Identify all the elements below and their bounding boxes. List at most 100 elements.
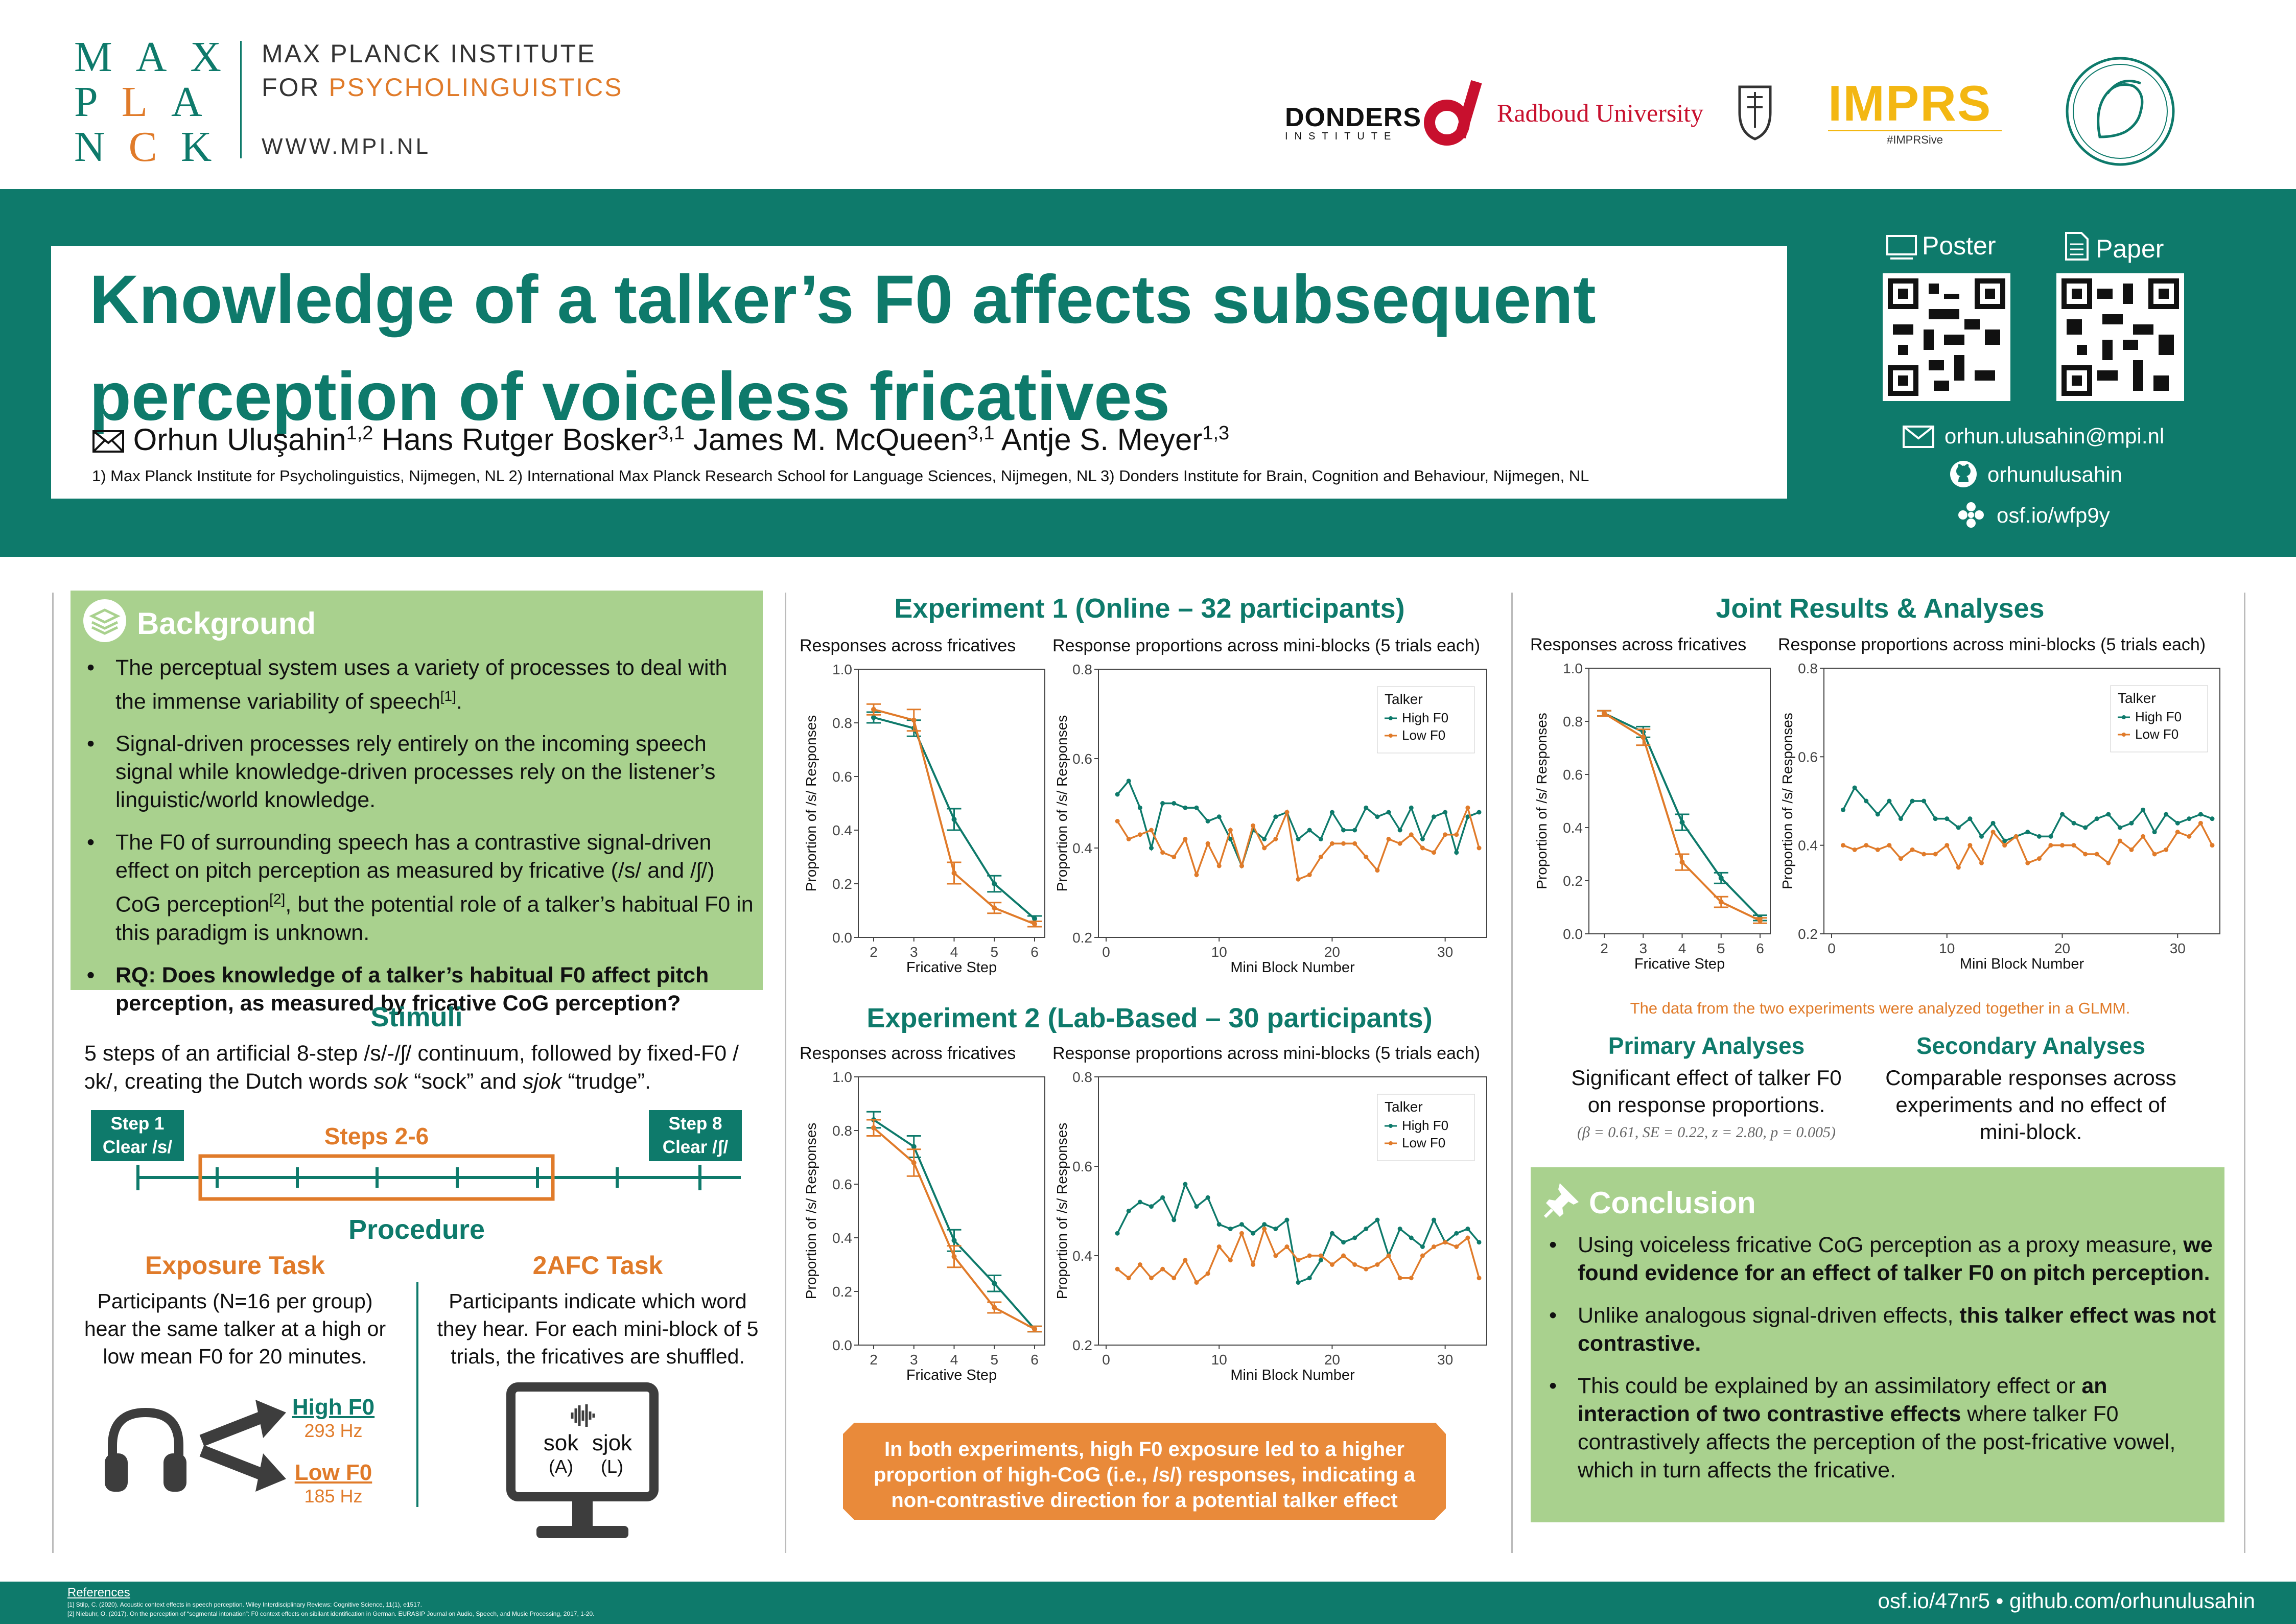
data-point <box>1420 845 1425 851</box>
data-point <box>1477 810 1482 815</box>
x-tick-label: 6 <box>1030 944 1039 960</box>
data-point <box>1183 1182 1188 1187</box>
data-point <box>1352 1262 1357 1267</box>
paper-icon <box>2065 232 2089 261</box>
data-point <box>1364 805 1369 810</box>
data-point <box>1251 1262 1256 1267</box>
data-point <box>2187 834 2192 839</box>
data-point <box>1420 1253 1425 1258</box>
poster-label: Poster <box>1922 231 1996 260</box>
data-point <box>1115 792 1120 797</box>
data-point <box>1352 841 1357 846</box>
data-point <box>1216 863 1222 868</box>
data-point <box>1443 832 1448 837</box>
data-point <box>1375 814 1380 819</box>
x-tick-label: 20 <box>2054 940 2070 956</box>
option-sok: sok (A) <box>543 1430 579 1477</box>
data-point <box>1397 1276 1402 1281</box>
osf-icon <box>1958 502 1984 528</box>
data-point <box>2129 820 2134 826</box>
data-point <box>1251 1231 1256 1236</box>
data-point <box>1477 1240 1482 1245</box>
github-link[interactable]: orhunulusahin <box>1987 462 2122 486</box>
data-point <box>1898 816 1903 821</box>
data-point <box>2036 834 2042 839</box>
data-point <box>2129 847 2134 852</box>
joint-miniblock-chart: Response proportions across mini-blocks … <box>1778 635 2220 972</box>
donders-logo: DONDERS INSTITUTE <box>1285 103 1422 142</box>
data-point <box>1875 812 1880 817</box>
legend-label: Low F0 <box>1402 1135 1445 1150</box>
data-point <box>1922 852 1927 857</box>
data-point <box>1284 1244 1290 1249</box>
data-point <box>1115 1266 1120 1272</box>
data-point <box>1194 805 1199 810</box>
chart-title: Responses across fricatives <box>800 1044 1016 1063</box>
legend-title: Talker <box>1385 691 1423 707</box>
author: Orhun Uluşahin <box>133 422 346 457</box>
data-point <box>1409 1276 1414 1281</box>
legend-box <box>1377 686 1475 754</box>
primary-heading: Primary Analyses <box>1608 1032 1805 1059</box>
x-tick-label: 3 <box>1639 940 1647 956</box>
institute-url[interactable]: WWW.MPI.NL <box>262 134 431 159</box>
data-point <box>2083 852 2088 857</box>
data-point <box>1296 1258 1301 1263</box>
x-tick-label: 10 <box>1939 940 1955 956</box>
data-point <box>1307 1276 1312 1281</box>
footer-links[interactable]: osf.io/47nr5 • github.com/orhunulusahin <box>1878 1589 2255 1613</box>
data-point <box>2175 830 2180 835</box>
y-tick-label: 0.8 <box>832 715 852 731</box>
paper-qr-code[interactable] <box>2056 273 2184 401</box>
list-item: The perceptual system uses a variety of … <box>81 654 755 716</box>
y-tick-label: 0.4 <box>1798 838 1818 854</box>
legend-label: High F0 <box>1402 1118 1448 1133</box>
continuum-diagram <box>136 1154 741 1201</box>
y-tick-label: 0.2 <box>1072 1337 1092 1353</box>
data-point <box>1318 837 1323 841</box>
legend-marker <box>2122 733 2126 737</box>
legend-label: Low F0 <box>1402 727 1445 743</box>
qr-pattern <box>1888 278 2005 396</box>
chart-title: Response proportions across mini-blocks … <box>1052 1044 1480 1063</box>
x-tick-label: 5 <box>1717 940 1725 956</box>
list-item-rq: RQ: Does knowledge of a talker’s habitua… <box>81 961 755 1018</box>
poster-qr-code[interactable] <box>1883 273 2010 401</box>
data-point <box>2094 852 2099 857</box>
x-tick-label: 20 <box>1324 944 1340 960</box>
x-tick-label: 4 <box>950 944 958 960</box>
legend-label: Low F0 <box>2135 726 2178 742</box>
y-tick-label: 0.4 <box>1072 840 1092 856</box>
data-point <box>1397 1227 1402 1231</box>
osf-link[interactable]: osf.io/wfp9y <box>1997 503 2110 527</box>
title-box <box>51 246 1787 499</box>
data-point <box>1944 816 1950 821</box>
data-point <box>2025 830 2030 835</box>
plot-area <box>858 1076 1045 1346</box>
data-point <box>1216 814 1222 819</box>
email-link[interactable]: orhun.ulusahin@mpi.nl <box>1944 424 2165 448</box>
legend-title: Talker <box>1385 1099 1423 1115</box>
primary-stats: (β = 0.61, SE = 0.22, z = 2.80, p = 0.00… <box>1577 1124 1836 1141</box>
arrows-icon <box>199 1400 286 1492</box>
data-point <box>1967 816 1973 821</box>
plot-area <box>1588 668 1771 934</box>
data-point <box>1228 828 1233 833</box>
procedure-divider <box>416 1282 418 1507</box>
data-point <box>2106 860 2111 865</box>
data-point <box>1341 841 1346 846</box>
error-bar <box>1675 853 1690 871</box>
y-tick-label: 0.6 <box>1563 767 1583 783</box>
data-point <box>1329 1262 1334 1267</box>
y-tick-label: 0.0 <box>832 1337 852 1353</box>
qr-pattern <box>2061 278 2179 396</box>
data-point <box>1273 837 1278 841</box>
data-point <box>1296 1280 1301 1285</box>
x-axis-label: Mini Block Number <box>1230 1367 1355 1383</box>
data-point <box>1172 801 1177 806</box>
data-point <box>2060 843 2065 848</box>
data-point <box>1420 1244 1425 1249</box>
y-tick-label: 1.0 <box>1563 661 1583 676</box>
data-point <box>2025 860 2030 865</box>
data-point <box>1898 856 1903 861</box>
